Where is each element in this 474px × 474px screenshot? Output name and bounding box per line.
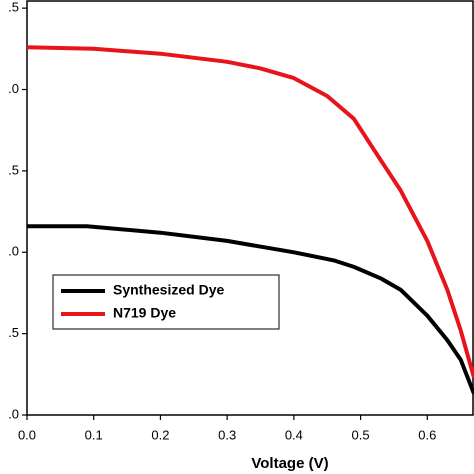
x-tick-label: 0.6 [418, 427, 436, 442]
y-tick-label: .0 [8, 81, 19, 96]
data-line [26, 45, 474, 379]
x-tick-label: 0.3 [218, 427, 236, 442]
legend-label: Synthesized Dye [113, 282, 224, 298]
y-tick-label: .0 [8, 406, 19, 421]
x-tick-label: 0.0 [18, 427, 36, 442]
legend-box [52, 274, 280, 330]
x-tick-label: 0.4 [285, 427, 303, 442]
y-tick-label: .5 [8, 162, 19, 177]
data-line [27, 224, 474, 395]
y-tick-label: .0 [8, 244, 19, 259]
y-tick-label: .5 [8, 325, 19, 340]
y-tick-label: .5 [8, 0, 19, 15]
x-tick-label: 0.2 [151, 427, 169, 442]
x-tick-label: 0.1 [85, 427, 103, 442]
x-tick-label: 0.5 [352, 427, 370, 442]
plot-frame [26, 0, 474, 416]
legend-label: N719 Dye [113, 305, 176, 321]
x-axis-title: Voltage (V) [251, 455, 328, 472]
